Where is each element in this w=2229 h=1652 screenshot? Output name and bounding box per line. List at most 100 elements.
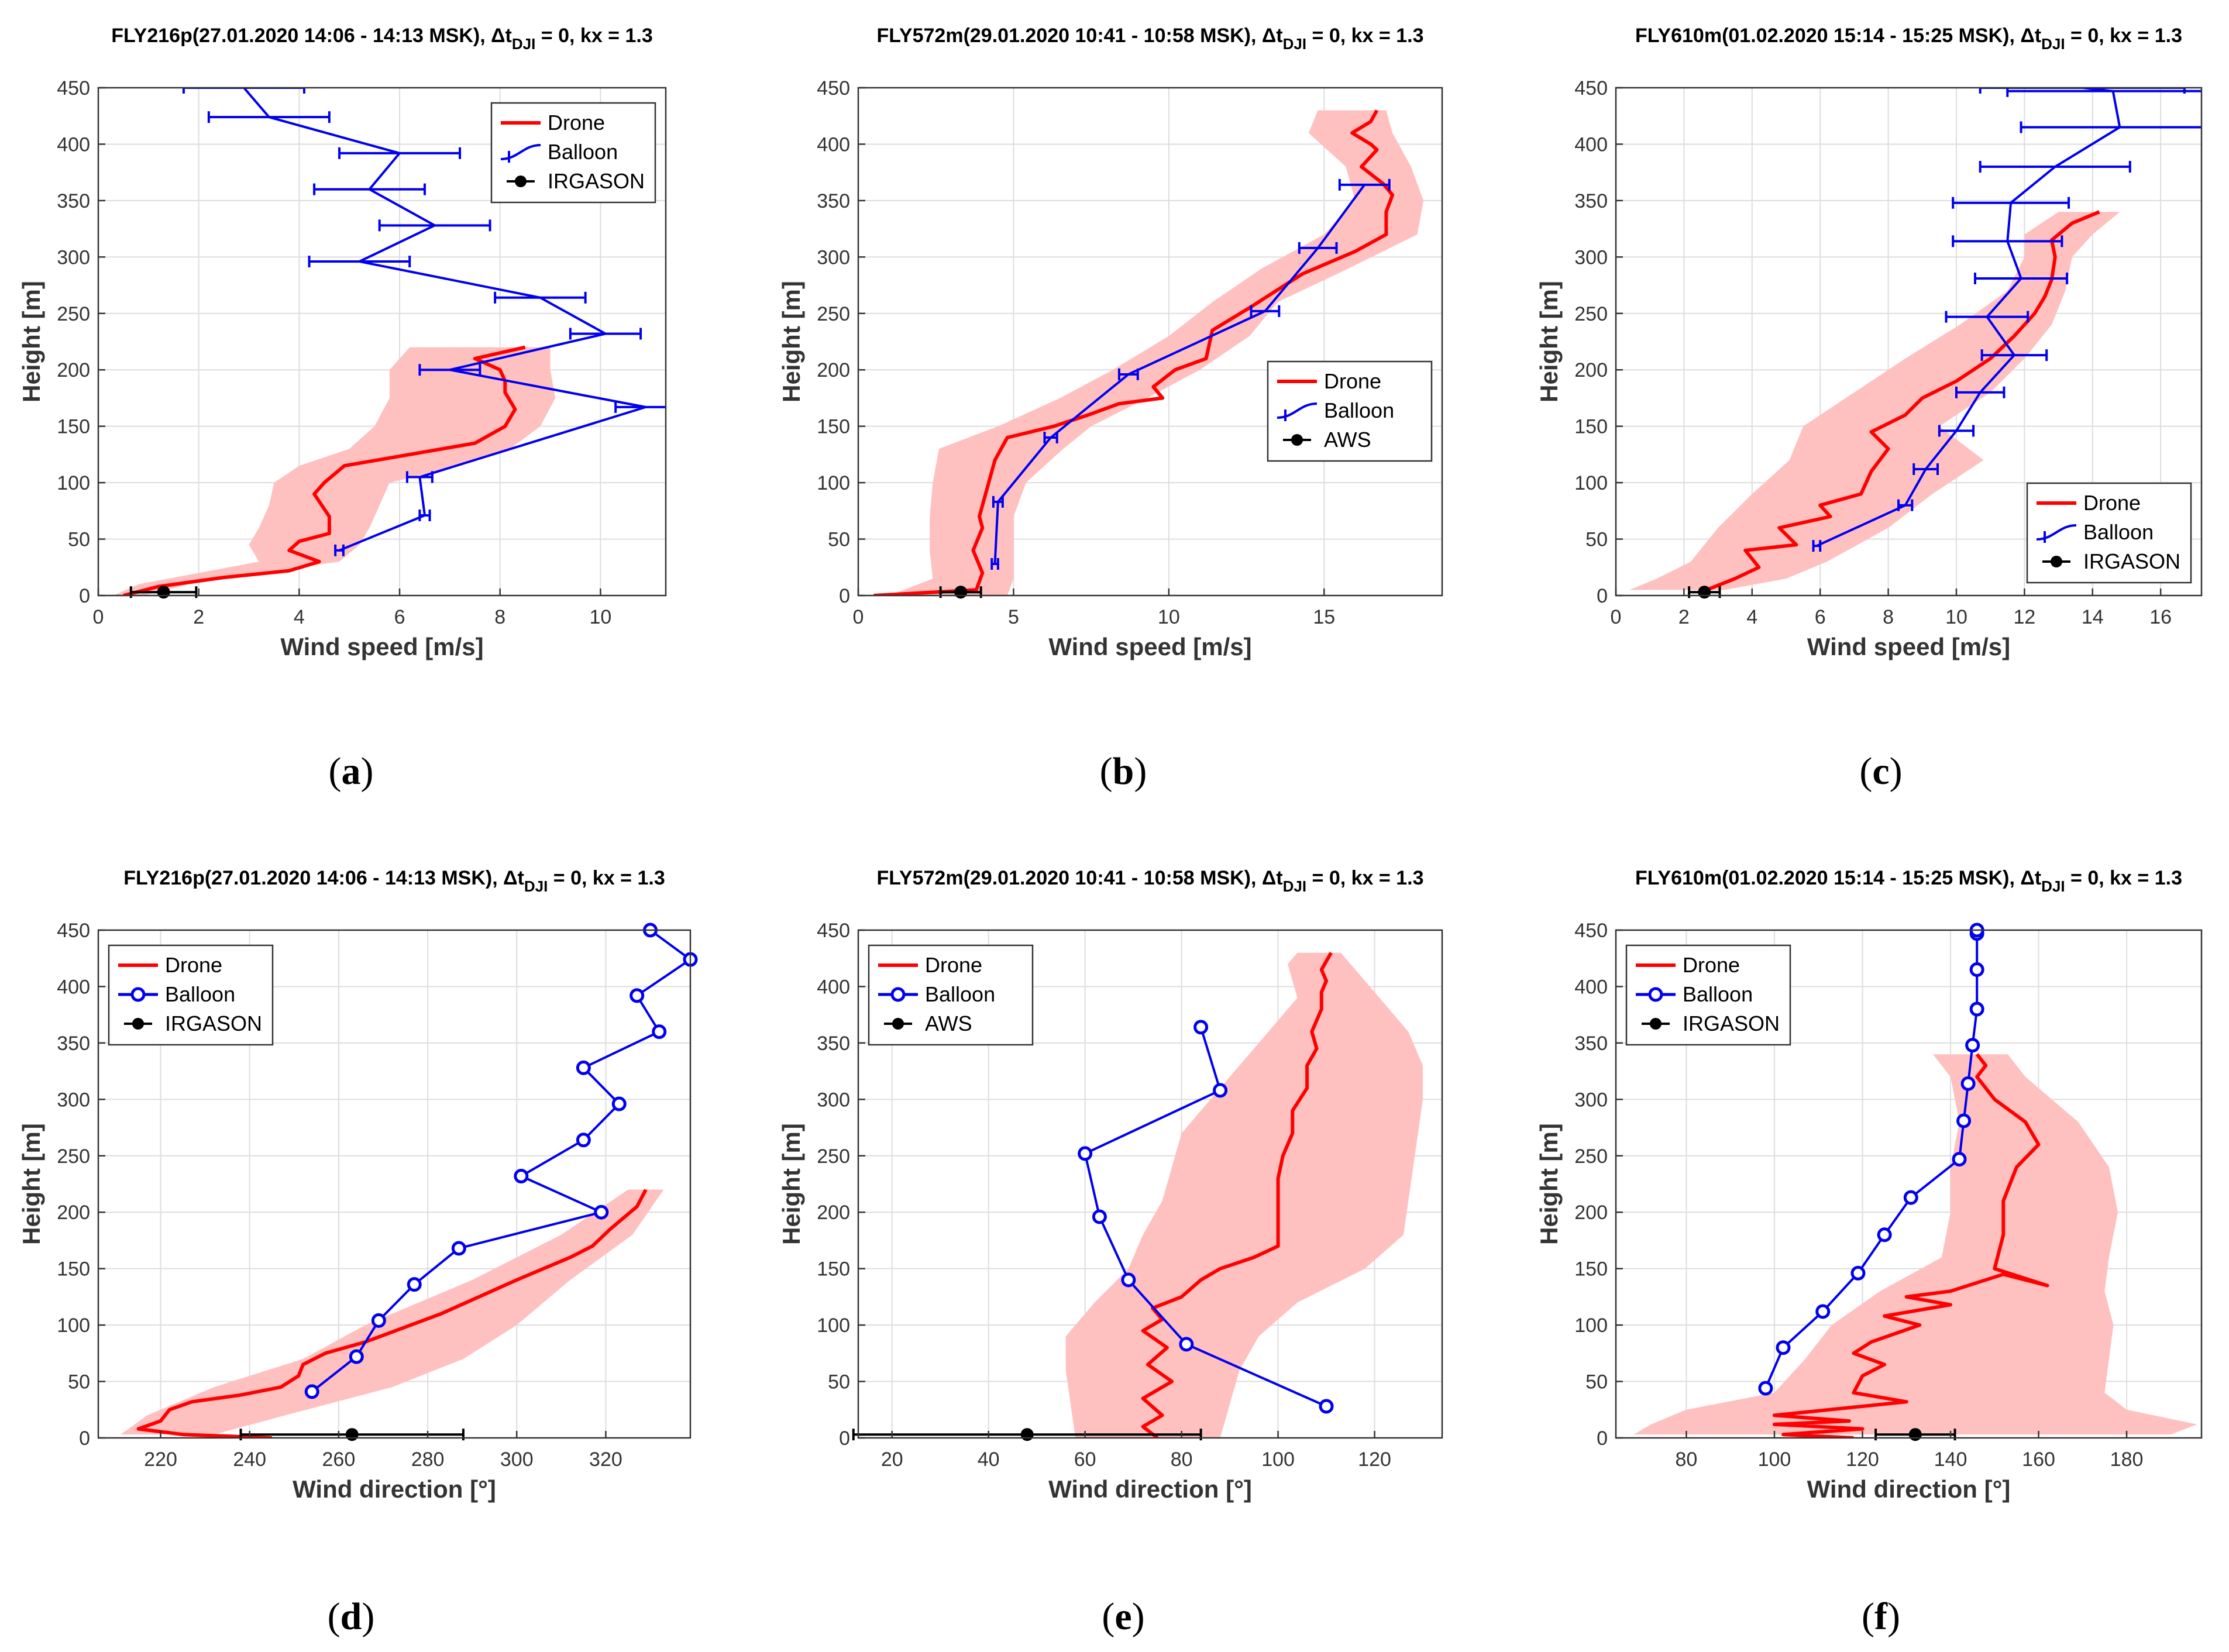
caption-close: ) bbox=[1890, 750, 1903, 793]
y-tick-label: 300 bbox=[57, 246, 90, 269]
axes-box bbox=[1615, 87, 2203, 597]
x-tick-label: 10 bbox=[589, 606, 611, 628]
y-tick-label: 250 bbox=[57, 1145, 90, 1168]
chart-title-subscript: DJI bbox=[524, 877, 548, 895]
legend-balloon-swatch bbox=[1277, 402, 1318, 419]
x-tick-label: 20 bbox=[881, 1448, 903, 1471]
legend-entry-label: IRGASON bbox=[548, 169, 645, 193]
chart-title-subscript: DJI bbox=[1283, 35, 1306, 53]
axes-box bbox=[857, 87, 1443, 597]
x-tick-label: 0 bbox=[93, 606, 104, 628]
reference-marker bbox=[157, 586, 170, 599]
caption-open: ( bbox=[328, 1595, 340, 1638]
chart-title-subscript: DJI bbox=[2041, 877, 2065, 895]
x-tick-label: 320 bbox=[589, 1448, 622, 1471]
y-tick-label: 450 bbox=[57, 920, 90, 942]
caption-close: ) bbox=[362, 1595, 374, 1638]
drone-line bbox=[1772, 1053, 2049, 1438]
legend-entry-label: Drone bbox=[548, 111, 605, 135]
legend-entry-label: Balloon bbox=[165, 982, 235, 1006]
y-tick-label: 200 bbox=[817, 1202, 850, 1224]
plot-area bbox=[873, 109, 1424, 596]
y-tick-label: 300 bbox=[57, 1089, 90, 1111]
balloon-marker bbox=[1319, 1399, 1334, 1414]
panel-caption: (f) bbox=[1862, 1595, 1900, 1638]
y-tick-label: 250 bbox=[1574, 1145, 1608, 1168]
balloon-marker bbox=[1877, 1227, 1892, 1243]
x-tick-label: 120 bbox=[1846, 1448, 1879, 1471]
balloon-marker bbox=[1092, 1209, 1107, 1224]
reference-marker bbox=[1020, 1428, 1034, 1441]
x-tick-label: 0 bbox=[853, 606, 864, 628]
balloon-marker bbox=[407, 1277, 422, 1292]
y-tick-label: 250 bbox=[57, 303, 90, 325]
balloon-marker bbox=[630, 988, 645, 1003]
drone-uncertainty-band bbox=[1633, 1054, 2197, 1435]
y-tick-label: 200 bbox=[1574, 1202, 1608, 1224]
legend-balloon-marker bbox=[1648, 987, 1663, 1002]
drone-line bbox=[873, 109, 1395, 596]
x-tick-label: 4 bbox=[1746, 606, 1757, 628]
balloon-marker bbox=[1956, 1113, 1972, 1128]
legend-reference-marker bbox=[515, 175, 527, 187]
balloon-marker bbox=[1193, 1020, 1209, 1035]
balloon-marker bbox=[371, 1313, 386, 1328]
caption-close: ) bbox=[361, 750, 374, 793]
balloon-marker bbox=[1952, 1152, 1967, 1167]
x-axis-label: Wind direction [°] bbox=[1048, 1475, 1252, 1503]
chart-title-subscript: DJI bbox=[512, 35, 535, 53]
y-tick-label: 0 bbox=[79, 1427, 90, 1450]
x-tick-label: 14 bbox=[2082, 606, 2104, 628]
drone-line bbox=[1141, 952, 1333, 1438]
legend-entry-label: Drone bbox=[1324, 369, 1381, 393]
chart-title: FLY572m(29.01.2020 10:41 - 10:58 MSK), Δ… bbox=[877, 25, 1424, 53]
legend: Drone Balloon AWS bbox=[868, 944, 1034, 1046]
x-tick-label: 280 bbox=[411, 1448, 445, 1471]
balloon-marker bbox=[349, 1349, 364, 1364]
legend-entry-label: IRGASON bbox=[1683, 1011, 1780, 1035]
x-axis-label: Wind speed [m/s] bbox=[280, 633, 483, 660]
drone-uncertainty-band bbox=[113, 347, 556, 596]
caption-open: ( bbox=[1859, 750, 1872, 793]
y-tick-label: 100 bbox=[57, 1314, 90, 1337]
balloon-line bbox=[1816, 88, 2121, 547]
reference-marker bbox=[345, 1428, 359, 1441]
legend: Drone Balloon IRGASON bbox=[108, 944, 274, 1046]
balloon-marker bbox=[304, 1384, 319, 1399]
balloon-marker bbox=[1903, 1190, 1918, 1205]
y-tick-label: 250 bbox=[817, 303, 850, 325]
y-tick-label: 400 bbox=[1574, 976, 1608, 998]
y-tick-label: 250 bbox=[1574, 303, 1608, 325]
y-tick-label: 50 bbox=[1585, 529, 1608, 551]
y-tick-label: 450 bbox=[817, 77, 850, 99]
drone-uncertainty-band bbox=[889, 110, 1424, 596]
y-tick-label: 200 bbox=[57, 359, 90, 381]
balloon-marker bbox=[1965, 1038, 1980, 1053]
y-tick-label: 300 bbox=[817, 246, 850, 269]
legend-balloon-marker bbox=[890, 987, 906, 1002]
panel-c: 0 2 4 6 8 10 12 14 16 0 50 100 150 200 250 300 350 400 450… bbox=[1535, 25, 2203, 793]
y-axis-label: Height [m] bbox=[1535, 1123, 1563, 1245]
legend-entry-label: Balloon bbox=[2083, 520, 2154, 544]
y-tick-label: 450 bbox=[57, 77, 90, 99]
legend-reference-marker bbox=[892, 1018, 904, 1030]
legend-entry-label: Balloon bbox=[1683, 982, 1753, 1006]
caption-close: ) bbox=[1132, 1595, 1145, 1638]
panel-caption: (a) bbox=[329, 750, 374, 793]
chart-title: FLY572m(29.01.2020 10:41 - 10:58 MSK), Δ… bbox=[877, 867, 1424, 895]
y-tick-label: 450 bbox=[1574, 920, 1608, 942]
chart-title-tail: = 0, kx = 1.3 bbox=[1306, 25, 1423, 47]
reference-marker bbox=[954, 586, 968, 599]
caption-open: ( bbox=[1862, 1595, 1874, 1638]
x-axis-label: Wind speed [m/s] bbox=[1048, 633, 1251, 660]
x-tick-label: 300 bbox=[500, 1448, 534, 1471]
y-tick-label: 0 bbox=[1597, 585, 1608, 607]
caption-open: ( bbox=[1102, 1595, 1114, 1638]
y-tick-label: 150 bbox=[1574, 416, 1608, 438]
balloon-marker bbox=[652, 1024, 667, 1040]
y-tick-label: 300 bbox=[1574, 246, 1608, 269]
y-tick-label: 200 bbox=[57, 1202, 90, 1224]
x-tick-label: 140 bbox=[1934, 1448, 1967, 1471]
chart-title-main: FLY216p(27.01.2020 14:06 - 14:13 MSK), Δ… bbox=[123, 867, 524, 889]
